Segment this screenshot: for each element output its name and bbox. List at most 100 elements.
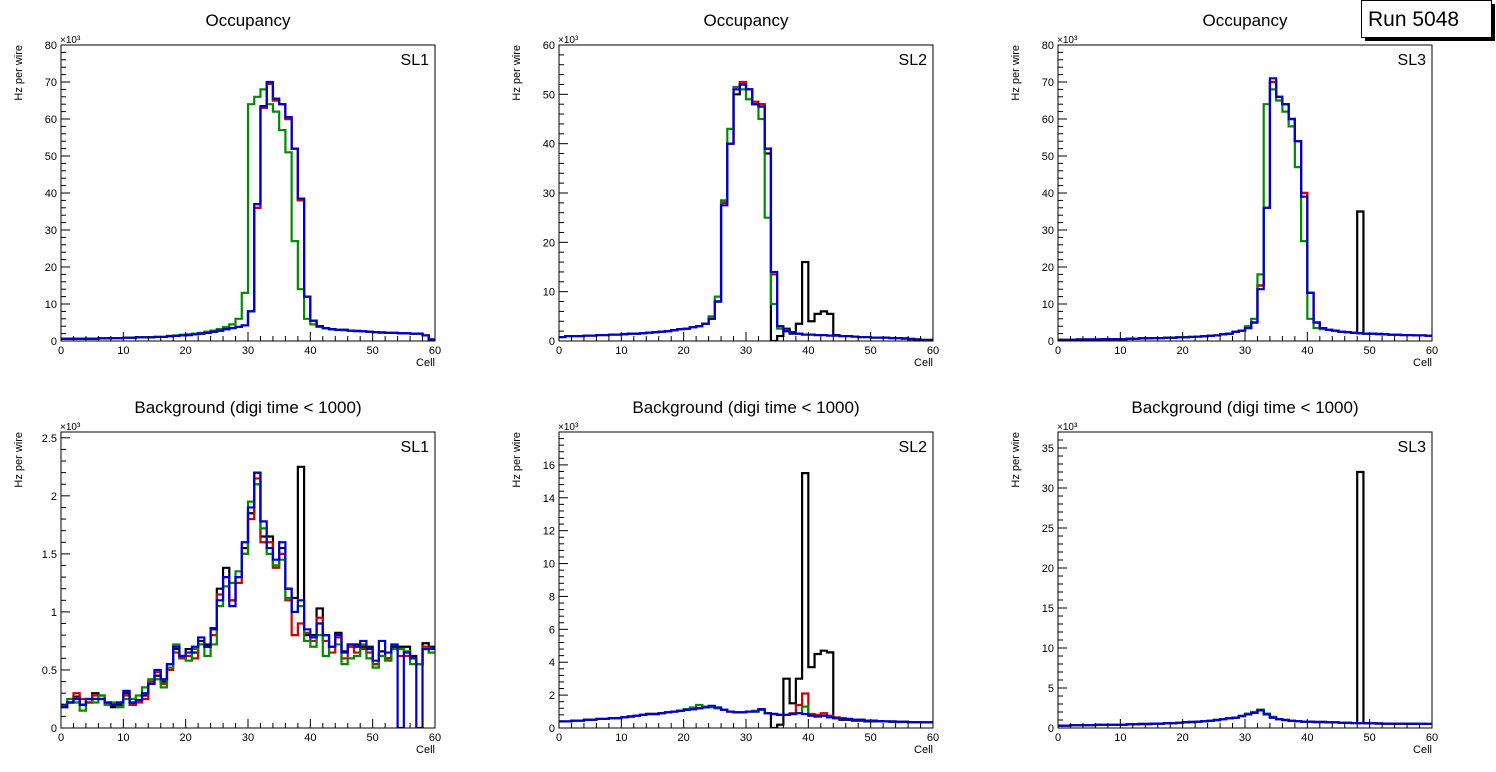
y-exponent-label: ×10³: [1057, 35, 1078, 46]
x-tick-label: 10: [615, 345, 627, 357]
x-tick-label: 30: [1239, 732, 1251, 744]
y-tick-label: 10: [1042, 299, 1054, 311]
y-tick-label: 2: [549, 690, 555, 702]
series-group: [559, 80, 933, 341]
y-tick-label: 12: [543, 526, 555, 538]
x-tick-label: 30: [242, 345, 254, 357]
x-axis-title: Cell: [914, 744, 933, 756]
y-tick-label: 60: [45, 114, 57, 126]
y-tick-label: 20: [45, 262, 57, 274]
y-tick-label: 20: [1042, 262, 1054, 274]
x-tick-label: 30: [242, 732, 254, 744]
y-tick-label: 0: [1048, 723, 1054, 735]
y-tick-label: 35: [1042, 443, 1054, 455]
superlayer-label: SL1: [401, 52, 430, 69]
y-tick-label: 6: [549, 624, 555, 636]
y-axis-title: Hz per wire: [13, 45, 25, 101]
chart-occ-sl1: Occupancy 0 10 20 30 40 50 60 0 10 20 30 40 50 60 70 80 ×…: [13, 11, 441, 369]
x-tick-label: 60: [429, 732, 441, 744]
y-tick-label: 50: [45, 151, 57, 163]
x-tick-label: 10: [117, 732, 129, 744]
y-tick-label: 10: [45, 299, 57, 311]
series-blue: [61, 80, 435, 341]
x-tick-label: 30: [740, 732, 752, 744]
superlayer-label: SL1: [401, 439, 430, 456]
series-blue: [61, 471, 435, 728]
series-black: [559, 472, 933, 728]
y-tick-label: 1: [51, 607, 57, 619]
series-group: [61, 80, 435, 341]
x-axis-title: Cell: [416, 744, 435, 756]
y-tick-label: 25: [1042, 523, 1054, 535]
x-tick-label: 0: [58, 345, 64, 357]
y-tick-label: 15: [1042, 603, 1054, 615]
chart-bkg-sl3: Background (digi time < 1000)0 10 20 30 40 50…: [1010, 398, 1438, 756]
x-tick-label: 20: [678, 732, 690, 744]
x-tick-label: 50: [367, 732, 379, 744]
x-tick-label: 20: [1177, 345, 1189, 357]
y-tick-label: 30: [543, 188, 555, 200]
x-tick-label: 10: [117, 345, 129, 357]
plot-frame: [60, 431, 436, 729]
x-tick-label: 20: [678, 345, 690, 357]
y-tick-label: 60: [1042, 114, 1054, 126]
x-axis-title: Cell: [1413, 357, 1432, 369]
y-tick-label: 70: [1042, 77, 1054, 89]
y-tick-label: 20: [543, 237, 555, 249]
y-tick-label: 40: [45, 188, 57, 200]
x-tick-label: 0: [58, 732, 64, 744]
chart-title: Occupancy: [205, 11, 291, 30]
y-exponent-label: ×10³: [60, 422, 81, 433]
plot-frame: [1057, 431, 1433, 729]
series-blue: [559, 704, 933, 724]
series-group: [559, 472, 933, 728]
y-tick-label: 40: [1042, 188, 1054, 200]
series-green: [61, 88, 435, 341]
x-tick-label: 50: [865, 345, 877, 357]
series-black: [1058, 470, 1432, 727]
x-tick-label: 30: [1239, 345, 1251, 357]
x-tick-label: 40: [304, 345, 316, 357]
chart-bkg-sl2: Background (digi time < 1000)0 10 20 30 40 50…: [511, 398, 939, 756]
x-tick-label: 50: [1364, 732, 1376, 744]
y-tick-label: 10: [543, 559, 555, 571]
chart-occ-sl3: Occupancy 0 10 20 30 40 50 60 0 10 20 30 40 50 60 70 80 ×…: [1010, 11, 1438, 369]
y-tick-label: 60: [543, 40, 555, 52]
y-tick-label: 5: [1048, 683, 1054, 695]
x-tick-label: 0: [556, 732, 562, 744]
y-exponent-label: ×10³: [1057, 422, 1078, 433]
y-tick-label: 50: [1042, 151, 1054, 163]
series-blue: [1058, 77, 1432, 341]
y-tick-label: 50: [543, 89, 555, 101]
chart-title: Background (digi time < 1000): [1131, 398, 1358, 417]
x-tick-label: 10: [615, 732, 627, 744]
x-tick-label: 40: [802, 732, 814, 744]
x-tick-label: 20: [1177, 732, 1189, 744]
plot-frame: [558, 431, 934, 729]
x-tick-label: 60: [1426, 732, 1438, 744]
series-green: [559, 85, 933, 341]
x-tick-label: 60: [927, 732, 939, 744]
y-tick-label: 80: [45, 40, 57, 52]
superlayer-label: SL2: [899, 439, 928, 456]
x-tick-label: 10: [1114, 732, 1126, 744]
series-group: [61, 465, 435, 728]
y-tick-label: 10: [1042, 643, 1054, 655]
y-tick-label: 20: [1042, 563, 1054, 575]
series-group: [1058, 470, 1432, 727]
y-exponent-label: ×10³: [60, 35, 81, 46]
y-tick-label: 30: [1042, 483, 1054, 495]
y-tick-label: 14: [543, 493, 555, 505]
x-tick-label: 40: [304, 732, 316, 744]
series-group: [1058, 77, 1432, 341]
run-label-shadow: [1365, 38, 1494, 41]
x-axis-title: Cell: [1413, 744, 1432, 756]
y-tick-label: 30: [1042, 225, 1054, 237]
chart-title: Occupancy: [1202, 11, 1288, 30]
y-tick-label: 2: [51, 491, 57, 503]
y-tick-label: 0: [549, 723, 555, 735]
series-black: [559, 83, 933, 341]
chart-title: Background (digi time < 1000): [632, 398, 859, 417]
